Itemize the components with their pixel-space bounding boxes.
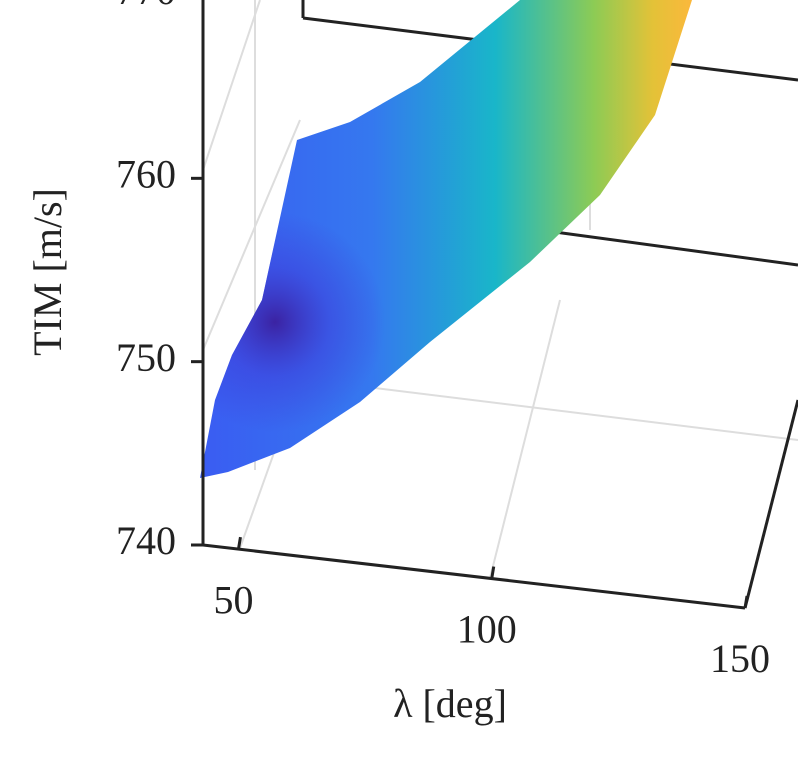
z-tick-label: 750 — [116, 335, 176, 380]
z-tick-label: 760 — [116, 152, 176, 197]
surface — [200, 0, 692, 478]
x-tick — [490, 566, 496, 579]
x-tick-label: 50 — [213, 577, 253, 622]
z-tick-label: 770 — [116, 0, 176, 13]
axes — [191, 0, 749, 610]
z-tick-label: 740 — [116, 518, 176, 563]
x-tick-label: 100 — [457, 607, 517, 652]
x-tick — [236, 536, 242, 550]
z-axis-label: TIM [m/s] — [25, 188, 70, 356]
x-axis-label: λ [deg] — [393, 681, 507, 726]
x-tick — [743, 595, 749, 609]
x-tick-label: 150 — [710, 636, 770, 681]
